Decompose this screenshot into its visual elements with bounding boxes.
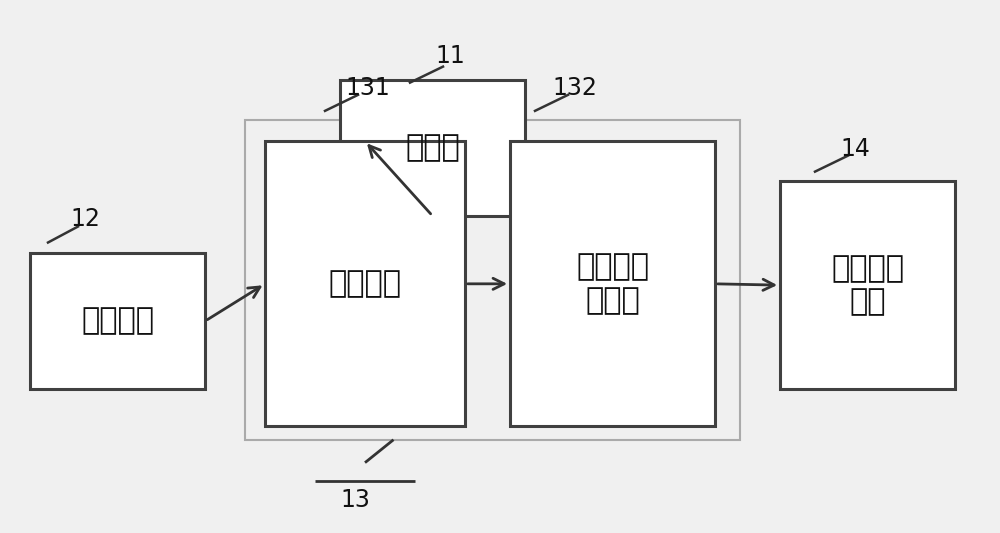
Text: 待测显示
模组: 待测显示 模组	[831, 254, 904, 317]
Text: 13: 13	[340, 488, 370, 512]
Text: 存储器: 存储器	[405, 133, 460, 163]
Text: 外围电路: 外围电路	[81, 306, 154, 336]
Text: 微处理器: 微处理器	[328, 269, 402, 298]
Bar	[265, 141, 465, 426]
Bar	[510, 141, 715, 426]
Bar	[245, 120, 740, 440]
Bar	[30, 253, 205, 389]
Text: 11: 11	[435, 44, 465, 68]
Bar	[780, 181, 955, 389]
Text: 132: 132	[553, 76, 597, 100]
Text: 显示界面
控制器: 显示界面 控制器	[576, 253, 649, 315]
Bar	[340, 80, 525, 216]
Text: 131: 131	[346, 76, 390, 100]
Text: 12: 12	[70, 206, 100, 231]
Text: 14: 14	[840, 137, 870, 161]
